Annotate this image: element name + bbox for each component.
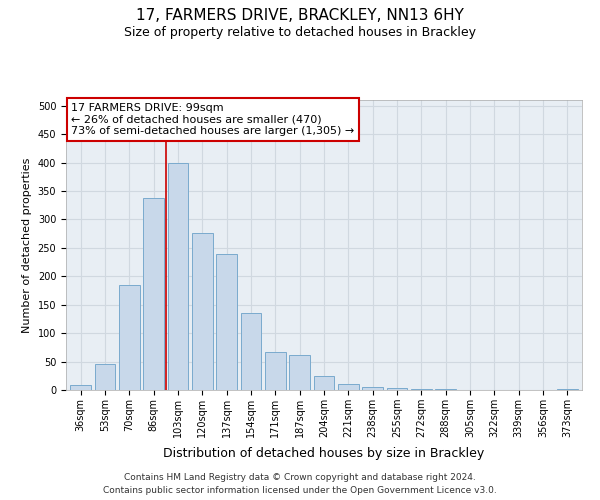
Bar — [70, 386, 91, 390]
Bar — [143, 198, 164, 390]
Y-axis label: Number of detached properties: Number of detached properties — [22, 158, 32, 332]
Bar — [95, 364, 115, 390]
Bar — [167, 163, 188, 390]
Text: Contains public sector information licensed under the Open Government Licence v3: Contains public sector information licen… — [103, 486, 497, 495]
Bar — [192, 233, 212, 390]
Bar — [362, 387, 383, 390]
Bar — [241, 313, 262, 390]
Bar — [265, 352, 286, 390]
Bar — [557, 389, 578, 390]
Text: Contains HM Land Registry data © Crown copyright and database right 2024.: Contains HM Land Registry data © Crown c… — [124, 472, 476, 482]
Bar — [338, 384, 359, 390]
Text: Distribution of detached houses by size in Brackley: Distribution of detached houses by size … — [163, 448, 485, 460]
Text: 17, FARMERS DRIVE, BRACKLEY, NN13 6HY: 17, FARMERS DRIVE, BRACKLEY, NN13 6HY — [136, 8, 464, 22]
Bar — [386, 388, 407, 390]
Bar — [289, 356, 310, 390]
Text: Size of property relative to detached houses in Brackley: Size of property relative to detached ho… — [124, 26, 476, 39]
Text: 17 FARMERS DRIVE: 99sqm
← 26% of detached houses are smaller (470)
73% of semi-d: 17 FARMERS DRIVE: 99sqm ← 26% of detache… — [71, 103, 355, 136]
Bar — [411, 389, 432, 390]
Bar — [314, 376, 334, 390]
Bar — [119, 285, 140, 390]
Bar — [216, 254, 237, 390]
